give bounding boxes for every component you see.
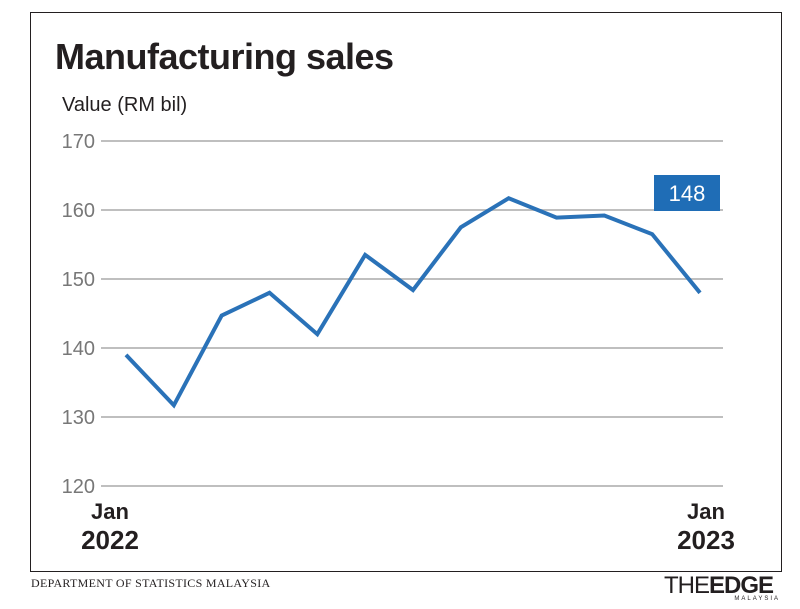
logo-subtitle: MALAYSIA bbox=[734, 596, 780, 602]
series-group bbox=[124, 196, 702, 409]
y-tick-170: 170 bbox=[62, 131, 95, 153]
y-tick-130: 130 bbox=[62, 407, 95, 429]
x-tick-year-1: 2023 bbox=[677, 525, 735, 555]
y-tick-140: 140 bbox=[62, 338, 95, 360]
y-tick-160: 160 bbox=[62, 200, 95, 222]
chart-frame bbox=[30, 12, 782, 572]
y-tick-labels: 120 130 140 150 160 170 bbox=[62, 131, 95, 498]
x-tick-month-0: Jan bbox=[91, 499, 129, 524]
callout-box bbox=[654, 175, 720, 211]
y-tick-120: 120 bbox=[62, 476, 95, 498]
chart-title: Manufacturing sales bbox=[55, 36, 394, 77]
logo-wordmark: THEEDGE bbox=[664, 572, 774, 599]
callout-label: 148 bbox=[669, 181, 706, 206]
the-edge-logo: THEEDGE MALAYSIA bbox=[664, 572, 782, 606]
y-tick-150: 150 bbox=[62, 269, 95, 291]
source-note: DEPARTMENT OF STATISTICS MALAYSIA bbox=[31, 576, 271, 590]
series-line-0 bbox=[124, 196, 702, 409]
value-callout: 148 bbox=[654, 175, 720, 211]
x-tick-month-1: Jan bbox=[687, 499, 725, 524]
x-tick-year-0: 2022 bbox=[81, 525, 139, 555]
y-axis-label: Value (RM bil) bbox=[62, 94, 188, 116]
grid-lines bbox=[101, 140, 723, 487]
